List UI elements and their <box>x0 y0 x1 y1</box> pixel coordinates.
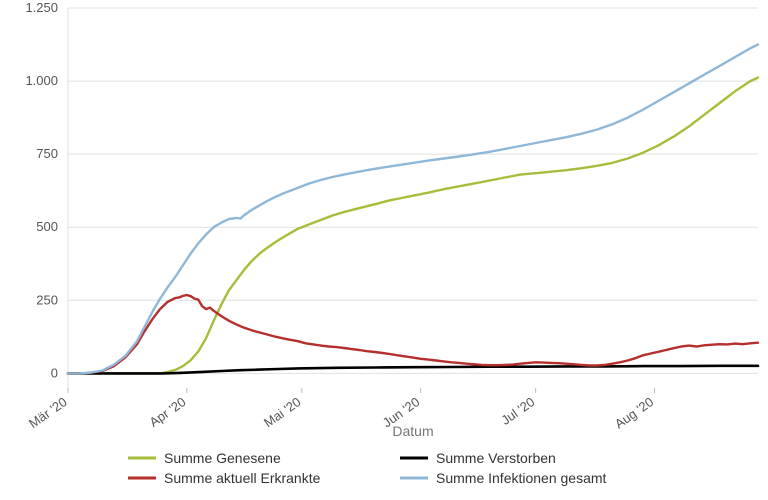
y-tick-label: 500 <box>36 219 58 234</box>
y-tick-label: 0 <box>51 365 58 380</box>
y-tick-label: 1.250 <box>25 0 58 15</box>
series-verstorben <box>68 366 758 374</box>
line-chart: 0 250 500 750 1.000 1.250 Mär '20 Apr '20 Mai '2… <box>0 0 768 500</box>
series-genesene <box>68 78 758 374</box>
y-tick-label: 750 <box>36 146 58 161</box>
legend-label-erkrankte: Summe aktuell Erkrankte <box>164 470 321 486</box>
x-tick-label: Mär '20 <box>26 394 70 431</box>
legend-label-genesene: Summe Genesene <box>164 450 281 466</box>
x-tick-label: Jul '20 <box>498 394 537 428</box>
chart-svg: 0 250 500 750 1.000 1.250 Mär '20 Apr '20 Mai '2… <box>0 0 768 500</box>
series-erkrankte <box>68 295 758 373</box>
y-tick-label: 1.000 <box>25 73 58 88</box>
x-tick-label: Apr '20 <box>147 394 189 430</box>
legend-label-verstorben: Summe Verstorben <box>436 450 556 466</box>
x-axis-title: Datum <box>392 423 433 439</box>
series-gesamt <box>68 45 758 374</box>
x-tick-label: Mai '20 <box>261 394 304 430</box>
legend-label-gesamt: Summe Infektionen gesamt <box>436 470 607 486</box>
x-tick-label: Aug '20 <box>612 394 656 431</box>
y-tick-label: 250 <box>36 292 58 307</box>
